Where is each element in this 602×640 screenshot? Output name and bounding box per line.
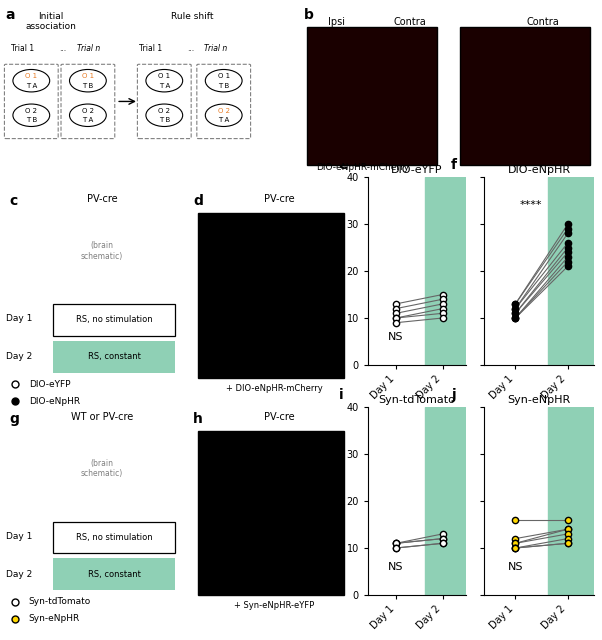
Text: Initial
association: Initial association	[26, 12, 76, 31]
Text: ****: ****	[520, 200, 542, 210]
Title: DIO-eYFP: DIO-eYFP	[391, 165, 442, 175]
Text: NS: NS	[507, 561, 523, 572]
Title: Syn-eNpHR: Syn-eNpHR	[507, 395, 571, 405]
Text: O 1: O 1	[158, 74, 170, 79]
FancyBboxPatch shape	[197, 213, 344, 378]
Title: Syn-tdTomato: Syn-tdTomato	[379, 395, 456, 405]
Bar	[425, 177, 466, 365]
Bar	[548, 177, 594, 365]
Text: c: c	[10, 194, 18, 208]
Text: RS, no stimulation: RS, no stimulation	[76, 316, 152, 324]
Text: WT or PV-cre: WT or PV-cre	[71, 412, 133, 422]
Text: O 1: O 1	[25, 74, 37, 79]
Text: T A: T A	[218, 118, 229, 124]
FancyBboxPatch shape	[197, 431, 344, 595]
Text: b: b	[304, 8, 314, 22]
Title: DIO-eNpHR: DIO-eNpHR	[507, 165, 571, 175]
Text: h: h	[193, 412, 203, 426]
Text: PV-cre: PV-cre	[264, 412, 294, 422]
Bar	[425, 407, 466, 595]
Text: T B: T B	[82, 83, 93, 89]
Text: Day 1: Day 1	[6, 314, 33, 323]
Y-axis label: Trials to criterion: Trials to criterion	[334, 457, 344, 545]
Text: Rule shift: Rule shift	[172, 12, 214, 20]
Text: g: g	[10, 412, 19, 426]
Text: Contra: Contra	[527, 17, 559, 27]
Text: a: a	[6, 8, 15, 22]
Text: T B: T B	[159, 118, 170, 124]
FancyBboxPatch shape	[307, 27, 436, 165]
Text: (brain
schematic): (brain schematic)	[81, 241, 123, 261]
FancyBboxPatch shape	[461, 27, 590, 165]
Text: Ipsi: Ipsi	[328, 17, 345, 27]
Text: (brain
schematic): (brain schematic)	[81, 459, 123, 479]
FancyBboxPatch shape	[53, 559, 175, 590]
Text: d: d	[193, 194, 203, 208]
Text: e: e	[338, 158, 348, 172]
Text: O 2: O 2	[25, 108, 37, 114]
Text: T A: T A	[26, 83, 37, 89]
Text: T B: T B	[26, 118, 37, 124]
Text: NS: NS	[388, 561, 404, 572]
Text: Day 2: Day 2	[6, 352, 33, 361]
Text: f: f	[451, 158, 457, 172]
Text: Trial 1: Trial 1	[139, 44, 162, 53]
Text: j: j	[451, 388, 456, 402]
Text: O 2: O 2	[218, 108, 230, 114]
Text: ...: ...	[60, 44, 67, 53]
Text: DIO-eNpHR: DIO-eNpHR	[29, 397, 80, 406]
Text: Trial n: Trial n	[76, 44, 100, 53]
Text: DIO-eNpHR-mCherry: DIO-eNpHR-mCherry	[316, 163, 409, 172]
Text: DIO-eYFP: DIO-eYFP	[29, 380, 70, 388]
Text: RS, constant: RS, constant	[88, 352, 141, 361]
Text: T B: T B	[218, 83, 229, 89]
Text: ...: ...	[187, 44, 194, 53]
Text: Trial n: Trial n	[204, 44, 227, 53]
Text: NS: NS	[388, 332, 404, 342]
Text: T A: T A	[82, 118, 93, 124]
Text: + Syn-eNpHR-eYFP: + Syn-eNpHR-eYFP	[234, 601, 314, 611]
Text: Contra: Contra	[394, 17, 427, 27]
Text: O 1: O 1	[82, 74, 94, 79]
Text: T A: T A	[159, 83, 170, 89]
Text: O 2: O 2	[158, 108, 170, 114]
Text: O 2: O 2	[82, 108, 94, 114]
Text: + DIO-eNpHR-mCherry: + DIO-eNpHR-mCherry	[226, 383, 323, 392]
Text: PV-cre: PV-cre	[87, 194, 117, 204]
Text: Syn-eNpHR: Syn-eNpHR	[29, 614, 80, 623]
Text: O 1: O 1	[218, 74, 230, 79]
Text: Trial 1: Trial 1	[11, 44, 35, 53]
Text: i: i	[338, 388, 343, 402]
Text: PV-cre: PV-cre	[264, 194, 294, 204]
Text: RS, constant: RS, constant	[88, 570, 141, 579]
Text: Day 1: Day 1	[6, 532, 33, 541]
Text: Syn-tdTomato: Syn-tdTomato	[29, 597, 91, 606]
FancyBboxPatch shape	[53, 341, 175, 372]
Y-axis label: Trials to criterion: Trials to criterion	[334, 227, 344, 315]
Text: RS, no stimulation: RS, no stimulation	[76, 533, 152, 542]
Bar	[548, 407, 594, 595]
Text: Day 2: Day 2	[6, 570, 33, 579]
